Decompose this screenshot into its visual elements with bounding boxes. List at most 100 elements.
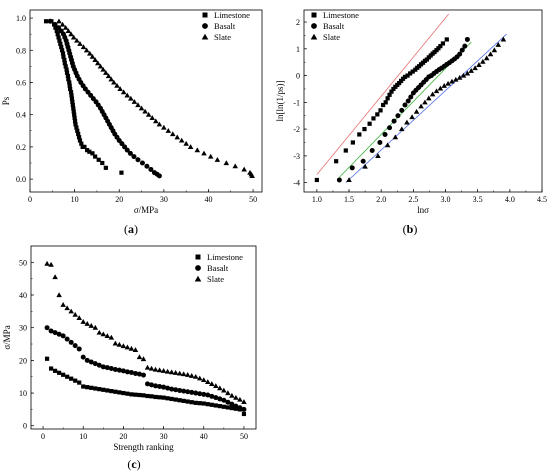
data-point [72,343,78,349]
panel-label: (c) [127,457,140,471]
data-point [84,321,91,326]
data-point [480,58,486,64]
legend-marker-limestone [311,12,317,18]
legend-marker-basalt [311,23,317,29]
data-point [67,83,72,88]
data-point [68,31,74,37]
x-axis-label: Strength ranking [113,442,174,452]
data-point [145,393,150,399]
data-point [136,354,143,360]
series-basalt [47,18,162,179]
data-point [181,388,187,394]
data-point [209,381,215,386]
data-point [73,122,78,127]
data-point [93,154,98,159]
y-tick-label: 50 [19,258,27,267]
data-point [105,388,110,393]
data-point [64,305,70,311]
data-point [60,51,66,56]
data-point [436,46,441,51]
y-tick-label: 0.0 [16,175,26,184]
data-point [137,392,142,398]
data-point [383,100,388,105]
y-tick-label: -4 [293,179,300,188]
data-point [96,157,101,162]
series-basalt [336,36,470,183]
data-point [169,396,174,402]
data-point [445,80,451,86]
data-point [197,401,202,406]
x-tick-label: 0 [28,195,32,204]
data-point [119,170,124,175]
panel-label-close: ) [137,457,141,471]
data-point [181,398,186,403]
legend-label: Limestone [207,252,243,262]
data-point [76,131,81,137]
data-point [225,399,231,405]
data-point [88,322,95,328]
data-point [177,387,183,393]
data-point [128,95,134,101]
data-point [62,57,67,63]
data-point [70,34,77,40]
x-tick-label: 20 [115,195,123,204]
data-point [65,374,70,379]
series-slate [44,260,247,404]
data-point [389,89,394,94]
data-point [77,380,82,385]
data-point [145,381,151,387]
data-point [53,368,58,373]
data-point [144,163,150,169]
legend-label: Limestone [214,10,250,20]
data-point [349,165,355,171]
data-point [422,99,428,105]
data-point [48,366,54,371]
data-point [149,115,156,120]
data-point [433,88,440,94]
data-point [59,44,64,50]
data-point [160,368,167,373]
data-point [80,354,86,360]
data-point [399,107,405,113]
data-point [72,112,77,117]
y-tick-label: 10 [19,389,27,398]
data-point [369,148,375,154]
series-limestone [44,356,247,417]
data-point [161,384,167,390]
y-tick-label: 30 [19,324,27,333]
data-point [62,24,69,30]
x-tick-label: 3.0 [441,195,451,204]
data-point [47,18,53,24]
data-point [95,60,101,66]
data-point [96,362,102,368]
data-point [229,401,235,407]
data-point [201,391,207,397]
data-point [343,148,348,153]
data-point [65,73,71,79]
data-point [67,80,72,85]
data-point [169,386,175,392]
data-point [183,140,189,146]
data-point [92,57,98,63]
data-point [73,378,78,383]
data-point [53,25,58,30]
data-point [169,131,176,137]
data-point [161,124,167,130]
x-tick-label: 40 [204,195,212,204]
x-tick-label: 2.5 [408,195,418,204]
data-point [108,366,114,372]
data-point [357,132,362,137]
series-basalt [44,325,247,412]
data-point [87,50,93,56]
panel-label-open: ( [124,222,128,236]
data-point [112,367,118,373]
data-point [249,173,255,178]
data-point [77,138,83,143]
data-point [117,390,122,395]
panel-label-letter: c [131,457,137,471]
data-point [438,44,443,49]
legend-label: Slate [207,274,224,284]
data-point [156,367,163,373]
data-point [131,154,137,160]
data-point [89,385,94,390]
